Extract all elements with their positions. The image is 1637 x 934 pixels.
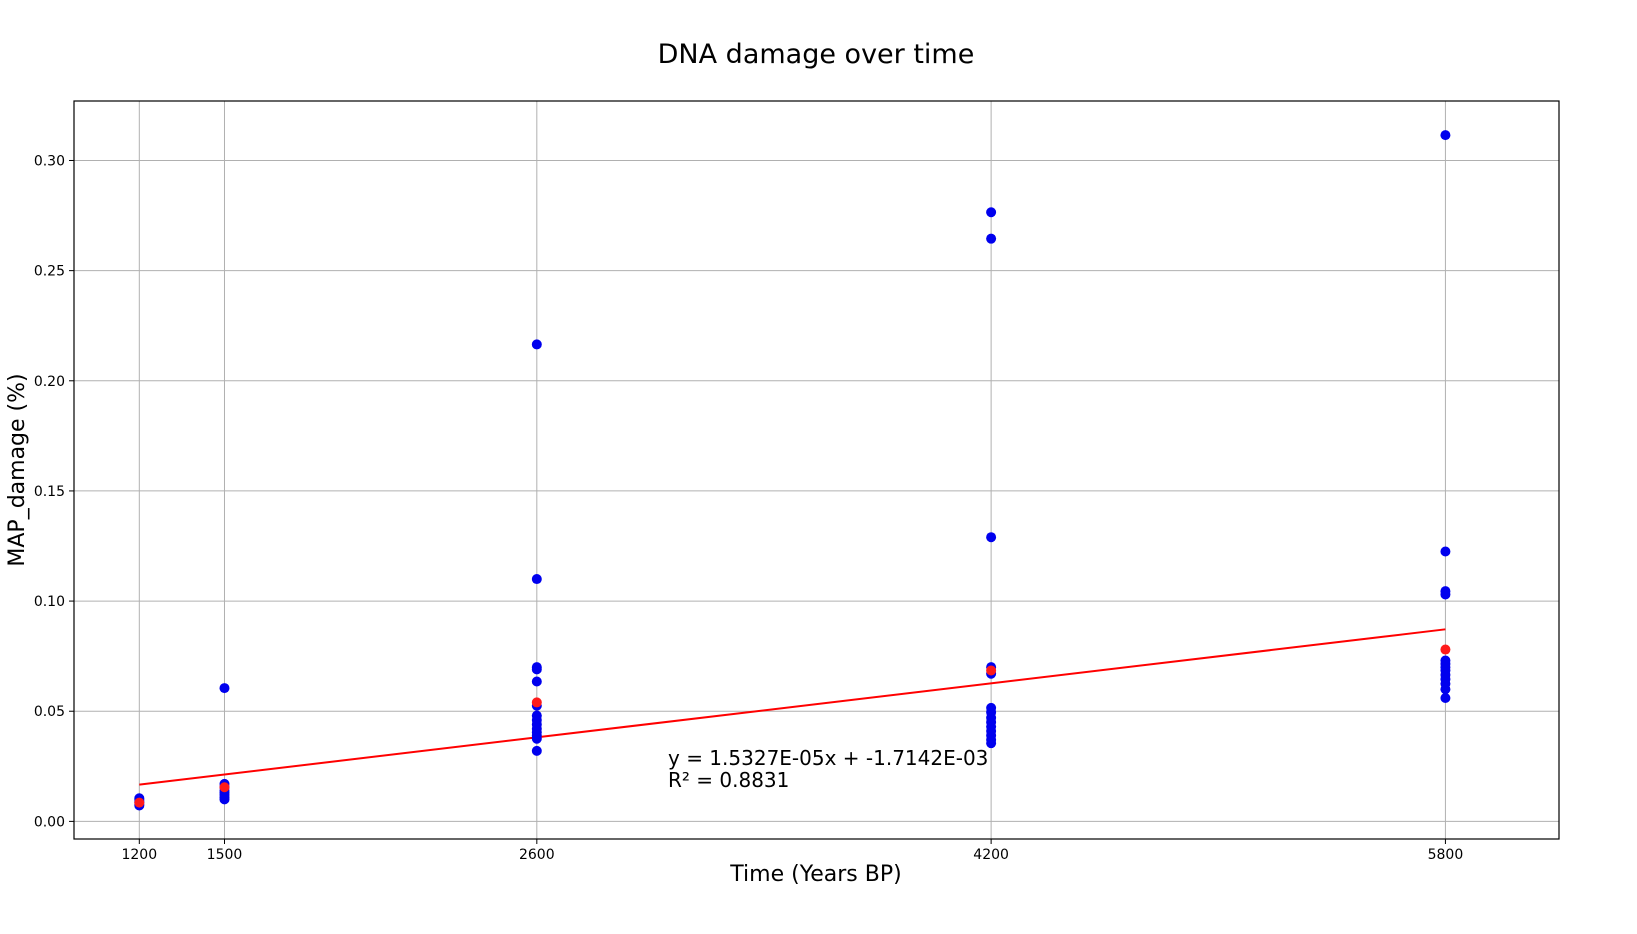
regression-equation: y = 1.5327E-05x + -1.7142E-03 (668, 746, 988, 770)
chart-title: DNA damage over time (658, 39, 975, 70)
y-tick-label: 0.10 (34, 594, 65, 610)
y-axis-ticks: 0.00 0.05 0.10 0.15 0.20 0.25 0.30 (34, 153, 74, 830)
y-tick-label: 0.05 (34, 704, 65, 720)
plot-frame (73, 100, 1560, 840)
data-point (1440, 684, 1451, 695)
data-point (219, 683, 230, 694)
data-point (531, 339, 542, 350)
mean-point (1440, 644, 1451, 655)
data-point (1440, 589, 1451, 600)
data-point (531, 676, 542, 687)
data-point (986, 738, 997, 749)
x-tick-label: 1500 (207, 847, 243, 863)
x-tick-label: 2600 (519, 847, 555, 863)
mean-point (531, 697, 542, 708)
x-tick-label: 5800 (1428, 847, 1464, 863)
data-point (531, 664, 542, 675)
mean-point (134, 797, 145, 808)
data-points (134, 130, 1451, 811)
data-point (986, 233, 997, 244)
data-point (531, 745, 542, 756)
data-point (531, 574, 542, 585)
x-axis-label: Time (Years BP) (729, 862, 901, 887)
y-tick-label: 0.25 (34, 264, 65, 280)
data-point (986, 207, 997, 218)
regression-line (139, 628, 1446, 786)
mean-point (219, 782, 230, 793)
x-axis-ticks: 1200 1500 2600 4200 5800 (121, 839, 1463, 863)
y-tick-label: 0.30 (34, 153, 65, 169)
grid (74, 101, 1559, 839)
data-point (1440, 546, 1451, 557)
mean-point (986, 665, 997, 676)
r-squared: R² = 0.8831 (668, 768, 789, 792)
data-point (531, 733, 542, 744)
y-tick-label: 0.00 (34, 814, 65, 830)
y-tick-label: 0.20 (34, 374, 65, 390)
data-point (1440, 693, 1451, 704)
data-point (986, 532, 997, 543)
x-tick-label: 1200 (121, 847, 157, 863)
data-point (1440, 130, 1451, 141)
y-axis-label: MAP_damage (%) (5, 373, 30, 566)
x-tick-label: 4200 (973, 847, 1009, 863)
y-tick-label: 0.15 (34, 484, 65, 500)
data-point (219, 794, 230, 805)
